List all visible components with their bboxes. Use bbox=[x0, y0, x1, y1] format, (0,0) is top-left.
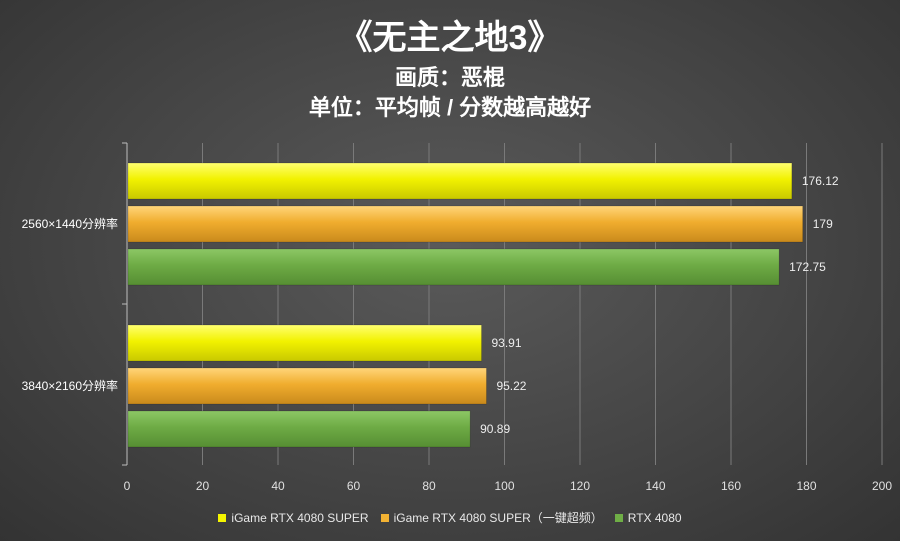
value-label-series-2-cat-0: 172.75 bbox=[789, 260, 826, 274]
x-tick-label-100: 100 bbox=[494, 479, 514, 493]
legend-label-igame-super-oc: iGame RTX 4080 SUPER（一键超频） bbox=[393, 511, 603, 525]
legend-item-rtx-4080: RTX 4080 bbox=[614, 509, 682, 526]
x-tick-label-200: 200 bbox=[872, 479, 892, 493]
chart-subtitle-quality: 画质：恶棍 bbox=[394, 65, 505, 90]
value-label-series-1-cat-1: 95.22 bbox=[496, 379, 526, 393]
value-label-series-0-cat-0: 176.12 bbox=[802, 174, 839, 188]
x-tick-label-140: 140 bbox=[645, 479, 665, 493]
x-tick-label-120: 120 bbox=[570, 479, 590, 493]
chart-legend: iGame RTX 4080 SUPER iGame RTX 4080 SUPE… bbox=[0, 509, 900, 526]
chart-subtitle-unit: 单位：平均帧 / 分数越高越好 bbox=[308, 95, 592, 120]
x-tick-label-80: 80 bbox=[422, 479, 436, 493]
legend-swatch-rtx-4080 bbox=[614, 513, 623, 522]
bar-series-1-cat-1 bbox=[127, 367, 487, 405]
legend-item-igame-super-oc: iGame RTX 4080 SUPER（一键超频） bbox=[380, 509, 603, 526]
x-tick-label-0: 0 bbox=[124, 479, 131, 493]
x-tick-label-40: 40 bbox=[271, 479, 285, 493]
bar-series-1-cat-0 bbox=[127, 205, 804, 243]
x-tick-label-60: 60 bbox=[347, 479, 361, 493]
legend-label-rtx-4080: RTX 4080 bbox=[627, 510, 682, 525]
legend-swatch-igame-super-oc bbox=[380, 513, 389, 522]
value-label-series-1-cat-0: 179 bbox=[813, 217, 833, 231]
bar-series-0-cat-0 bbox=[127, 162, 793, 200]
category-label-1: 3840×2160分辨率 bbox=[22, 378, 118, 393]
bar-series-2-cat-0 bbox=[127, 248, 780, 286]
legend-item-igame-super: iGame RTX 4080 SUPER bbox=[218, 509, 369, 526]
bar-series-2-cat-1 bbox=[127, 410, 471, 448]
x-tick-label-160: 160 bbox=[721, 479, 741, 493]
value-label-series-0-cat-1: 93.91 bbox=[492, 336, 522, 350]
legend-label-igame-super: iGame RTX 4080 SUPER bbox=[231, 510, 369, 525]
legend-swatch-igame-super bbox=[218, 513, 227, 522]
x-tick-label-180: 180 bbox=[796, 479, 816, 493]
category-label-0: 2560×1440分辨率 bbox=[22, 216, 118, 231]
value-label-series-2-cat-1: 90.89 bbox=[480, 422, 510, 436]
chart-title: 《无主之地3》 bbox=[338, 19, 562, 57]
x-tick-label-20: 20 bbox=[196, 479, 210, 493]
bar-series-0-cat-1 bbox=[127, 324, 482, 362]
